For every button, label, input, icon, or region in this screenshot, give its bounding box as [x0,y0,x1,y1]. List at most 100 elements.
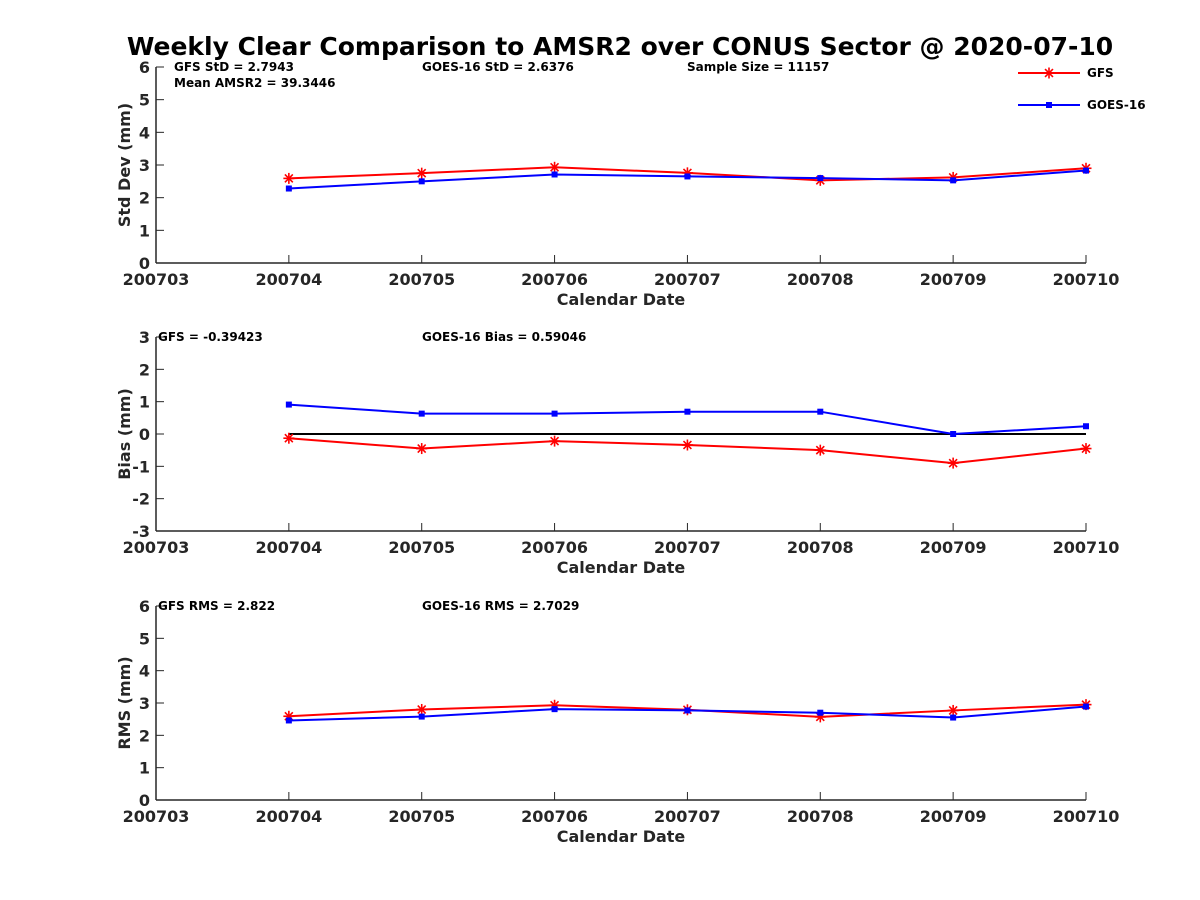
asterisk-stroke [417,704,427,714]
marker-square [1083,167,1089,174]
asterisk-stroke [682,440,692,450]
marker-asterisk [416,167,428,179]
marker-square [684,173,691,180]
marker-square [285,717,292,724]
x-tick-label: 200705 [388,270,455,289]
marker-asterisk [1043,67,1055,79]
marker-asterisk [283,172,295,184]
y-tick-label: -3 [132,522,150,541]
y-tick-label: 2 [139,360,150,379]
x-tick-label: 200709 [920,807,987,826]
asterisk-stroke [550,162,560,172]
x-tick-label: 200710 [1053,807,1120,826]
marker-square [950,177,957,184]
y-tick-label: 6 [139,597,150,616]
marker-square [418,178,425,185]
x-tick-label: 200705 [388,538,455,557]
stats-annotation: GFS = -0.39423 [158,330,263,344]
marker-asterisk [283,432,295,444]
y-tick-label: 2 [139,726,150,745]
legend-entry-gfs: GFS [1018,66,1114,80]
x-tick-label: 200706 [521,807,588,826]
legend-entry-goes-16: GOES-16 [1018,98,1146,112]
figure-title: Weekly Clear Comparison to AMSR2 over CO… [127,32,1113,61]
marker-square [551,410,558,417]
x-tick-label: 200703 [123,807,190,826]
y-tick-label: 0 [139,791,150,810]
x-tick-label: 200708 [787,538,854,557]
marker-square [551,706,558,713]
marker-asterisk [947,704,959,716]
asterisk-stroke [948,705,958,715]
y-tick-label: 1 [139,221,150,240]
marker-square [418,713,425,720]
marker-square [684,707,691,714]
marker-asterisk [549,161,561,173]
marker-square [817,175,824,182]
stats-annotation: Sample Size = 11157 [687,60,829,74]
asterisk-stroke [815,445,825,455]
marker-asterisk [1080,443,1092,455]
y-tick-label: 3 [139,156,150,175]
y-axis-label: RMS (mm) [115,656,134,749]
panels-group: 200703 200704 200705 200706 200707 200708 2007… [115,58,1119,846]
y-tick-label: 6 [139,58,150,77]
x-axis-label: Calendar Date [557,558,686,577]
marker-square [285,401,292,408]
y-tick-label: 5 [139,629,150,648]
y-tick-label: 3 [139,694,150,713]
x-axis-label: Calendar Date [557,290,686,309]
marker-square [1046,102,1052,108]
stats-annotation: GOES-16 Bias = 0.59046 [422,330,586,344]
stats-annotation: GOES-16 StD = 2.6376 [422,60,574,74]
y-tick-label: 0 [139,425,150,444]
y-tick-label: 3 [139,328,150,347]
y-tick-label: 0 [139,254,150,273]
x-tick-label: 200709 [920,538,987,557]
asterisk-stroke [1081,444,1091,454]
y-tick-label: 4 [139,662,150,681]
chart-panel-3: 200703 200704 200705 200706 200707 200708 2007… [115,597,1119,846]
marker-square [1083,423,1089,430]
marker-asterisk [416,443,428,455]
asterisk-stroke [948,458,958,468]
x-tick-label: 200704 [255,270,322,289]
y-tick-label: 1 [139,393,150,412]
asterisk-stroke [550,436,560,446]
y-tick-label: 1 [139,759,150,778]
stats-annotation: GFS RMS = 2.822 [158,599,275,613]
y-axis-label: Std Dev (mm) [115,103,134,227]
marker-square [950,431,957,437]
marker-asterisk [416,703,428,715]
x-tick-label: 200706 [521,270,588,289]
x-tick-label: 200707 [654,538,721,557]
y-axis-label: Bias (mm) [115,388,134,480]
legend-label: GFS [1087,66,1114,80]
asterisk-stroke [1044,68,1054,78]
chart-panel-1: 200703 200704 200705 200706 200707 200708 2007… [115,58,1119,309]
marker-asterisk [549,435,561,447]
legend-label: GOES-16 [1087,98,1146,112]
marker-square [950,714,957,721]
legend: GFS GOES-16 [1018,66,1146,112]
stats-annotation: GFS StD = 2.7943 [174,60,294,74]
x-tick-label: 200703 [123,270,190,289]
x-tick-label: 200704 [255,538,322,557]
asterisk-stroke [284,173,294,183]
marker-square [684,408,691,415]
y-tick-label: 4 [139,123,150,142]
x-tick-label: 200707 [654,807,721,826]
asterisk-stroke [417,444,427,454]
x-axis-label: Calendar Date [557,827,686,846]
marker-square [551,171,558,178]
marker-square [418,410,425,417]
y-tick-label: -1 [132,457,150,476]
x-tick-label: 200706 [521,538,588,557]
x-tick-label: 200709 [920,270,987,289]
stats-annotation: GOES-16 RMS = 2.7029 [422,599,579,613]
x-tick-label: 200705 [388,807,455,826]
x-tick-label: 200707 [654,270,721,289]
marker-asterisk [947,457,959,469]
x-tick-label: 200704 [255,807,322,826]
